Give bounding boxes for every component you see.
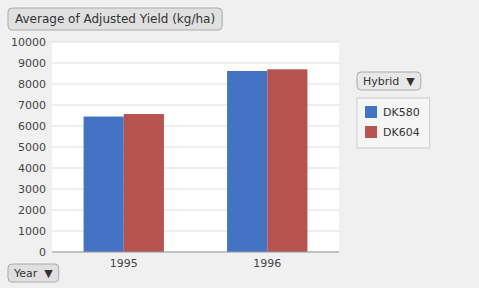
- chart: 0 1000 2000 3000 4000 5000 6000 7000 8000 9000 100…: [0, 0, 479, 288]
- legend: Hybrid ▼ DK580 DK604: [357, 72, 430, 148]
- title-box: Average of Adjusted Yield (kg/ha): [8, 8, 222, 30]
- bar: [267, 69, 307, 252]
- x-label-frame: [8, 264, 59, 282]
- background: [0, 0, 479, 288]
- legend-swatch: [365, 126, 377, 138]
- grid-line: [52, 63, 339, 64]
- y-tick-label: 9000: [18, 57, 46, 70]
- bar: [124, 114, 164, 252]
- x-axis-label: Year ▼: [13, 267, 53, 280]
- y-tick-label: 6000: [18, 120, 46, 133]
- title-frame: [8, 8, 222, 30]
- chart-container: 0 1000 2000 3000 4000 5000 6000 7000 8000 9000 100…: [0, 0, 479, 288]
- y-tick-label: 0: [39, 246, 46, 259]
- y-tick-label: 1000: [18, 225, 46, 238]
- x-axis-line: [52, 252, 339, 253]
- x-label-box: Year ▼: [8, 264, 59, 282]
- legend-label: DK604: [383, 126, 420, 139]
- grid-line: [52, 252, 339, 253]
- y-tick-label: 4000: [18, 162, 46, 175]
- legend-frame: [357, 98, 430, 148]
- y-tick-label: 7000: [18, 99, 46, 112]
- bar: [84, 117, 124, 252]
- y-tick-label: 2000: [18, 204, 46, 217]
- title: Average of Adjusted Yield (kg/ha): [15, 12, 215, 26]
- x-tick-label: 1995: [110, 257, 138, 270]
- y-tick-label: 3000: [18, 183, 46, 196]
- legend-title-frame: [357, 72, 421, 90]
- legend-label: DK580: [383, 106, 420, 119]
- plot-background: [52, 42, 339, 252]
- grid-line: [52, 42, 339, 43]
- y-tick-label: 8000: [18, 78, 46, 91]
- bars: [84, 69, 308, 252]
- legend-swatch: [365, 106, 377, 118]
- y-tick-label: 10000: [11, 36, 46, 49]
- legend-title: Hybrid ▼: [363, 75, 415, 88]
- x-tick-label: 1996: [253, 257, 281, 270]
- bar: [227, 71, 267, 252]
- y-grid: [52, 42, 339, 252]
- y-tick-label: 5000: [18, 141, 46, 154]
